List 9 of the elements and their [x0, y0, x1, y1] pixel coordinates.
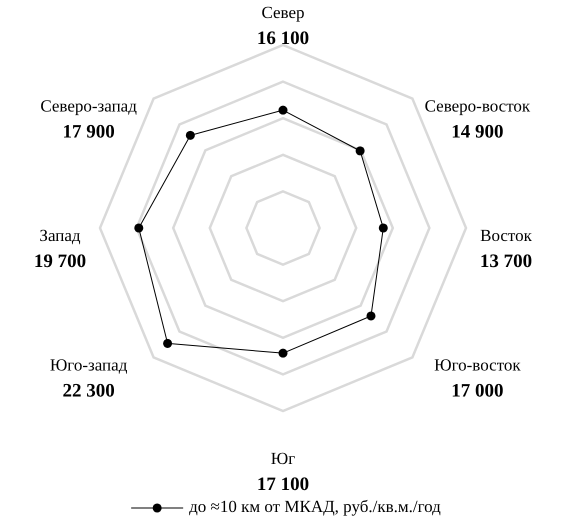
spoke-label: Юго-запад 22 300: [50, 355, 128, 402]
spoke-label: Северо-восток 14 900: [424, 96, 531, 143]
spoke-label: Восток 13 700: [480, 226, 533, 272]
spoke-label: Северо-запад 17 900: [40, 96, 138, 143]
spoke-label: Юго-восток 17 000: [434, 355, 522, 402]
spoke-label: Юг 17 100: [256, 449, 310, 495]
spoke-label: Запад 19 700: [34, 226, 86, 272]
legend-label: до ≈10 км от МКАД, руб./кв.м./год: [189, 496, 442, 516]
spoke-label: Север 16 100: [256, 3, 310, 49]
